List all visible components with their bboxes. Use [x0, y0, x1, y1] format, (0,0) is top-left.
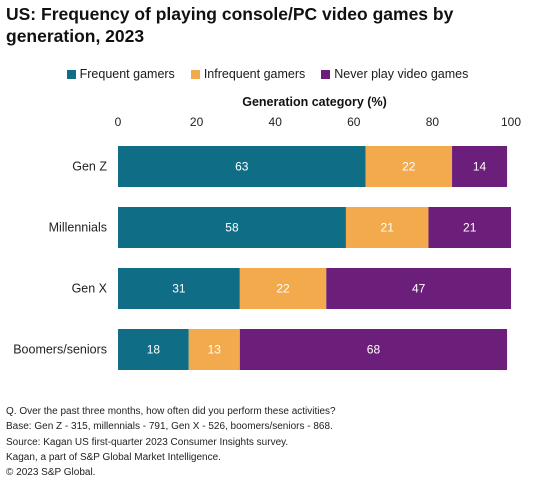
bar-segment — [188, 329, 240, 370]
bar-segment — [118, 146, 366, 187]
bar-segment — [326, 268, 511, 309]
bar-segment — [428, 207, 511, 248]
data-label: 22 — [276, 282, 290, 296]
category-label: Boomers/seniors — [13, 343, 107, 357]
data-label: 63 — [235, 160, 249, 174]
legend-label-infrequent-gamers: Infrequent gamers — [203, 67, 306, 81]
legend-label-never-play: Never play video games — [334, 67, 469, 81]
x-tick-label: 60 — [347, 115, 361, 129]
legend-item-infrequent-gamers: Infrequent gamers — [190, 66, 306, 82]
note-publisher: Kagan, a part of S&P Global Market Intel… — [6, 451, 221, 463]
data-label: 21 — [381, 221, 395, 235]
bar-segment — [345, 207, 429, 248]
x-tick-label: 0 — [115, 115, 122, 129]
category-label: Millennials — [49, 221, 107, 235]
bar-segment — [118, 268, 240, 309]
bar-segment — [118, 329, 189, 370]
data-label: 14 — [473, 160, 487, 174]
x-tick-label: 20 — [190, 115, 204, 129]
legend-swatch-never-play — [321, 69, 331, 79]
legend-swatch-frequent-gamers — [66, 69, 76, 79]
x-tick-label: 40 — [269, 115, 283, 129]
legend-item-never-play: Never play video games — [321, 66, 468, 82]
data-label: 68 — [367, 343, 381, 357]
note-source: Source: Kagan US first-quarter 2023 Cons… — [6, 436, 289, 448]
note-base: Base: Gen Z - 315, millennials - 791, Ge… — [6, 421, 333, 433]
bar-segment — [452, 146, 508, 187]
data-label: 58 — [225, 221, 239, 235]
note-copyright: © 2023 S&P Global. — [6, 467, 96, 479]
data-label: 47 — [412, 282, 426, 296]
category-label: Gen Z — [72, 160, 107, 174]
data-label: 31 — [172, 282, 186, 296]
legend-item-frequent-gamers: Frequent gamers — [66, 66, 175, 82]
bar-segment — [365, 146, 453, 187]
x-tick-label: 100 — [501, 115, 521, 129]
bar-segment — [239, 329, 508, 370]
x-tick-label: 80 — [426, 115, 440, 129]
data-label: 22 — [402, 160, 416, 174]
x-axis-title: Generation category (%) — [242, 95, 386, 109]
bar-segment — [239, 268, 327, 309]
bar-segment — [118, 207, 346, 248]
category-label: Gen X — [72, 282, 108, 296]
note-question: Q. Over the past three months, how often… — [6, 406, 336, 417]
data-label: 18 — [147, 343, 161, 357]
chart-title: US: Frequency of playing console/PC vide… — [6, 4, 454, 46]
chart-plot: Generation category (%) 0 20 40 60 80 100 Gen Z… — [13, 95, 521, 370]
chart-notes: Q. Over the past three months, how often… — [6, 404, 531, 480]
data-label: 13 — [208, 343, 222, 357]
data-label: 21 — [463, 221, 477, 235]
legend-label-frequent-gamers: Frequent gamers — [79, 67, 175, 81]
chart-legend: Frequent gamers Infrequent gamers Never … — [0, 66, 535, 82]
legend-swatch-infrequent-gamers — [190, 69, 200, 79]
